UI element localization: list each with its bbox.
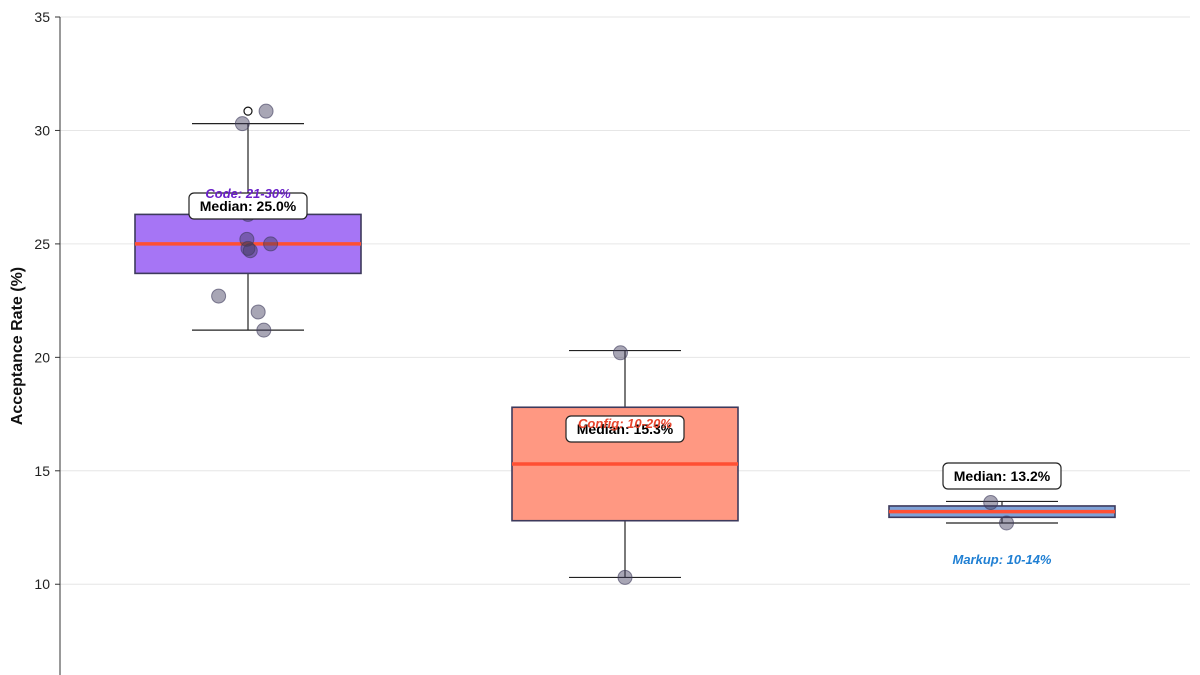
data-point — [612, 345, 628, 361]
data-point — [617, 569, 633, 585]
median-label: Median: 15.3% — [565, 415, 685, 443]
median-label-box — [942, 462, 1062, 490]
y-tick-label: 35 — [34, 9, 50, 25]
range-label: Code: 21-30% — [205, 186, 291, 201]
range-label: Markup: 10-14% — [953, 552, 1052, 567]
median-label-text: Median: 25.0% — [200, 198, 297, 214]
y-tick-label: 15 — [34, 463, 50, 479]
y-tick-label: 30 — [34, 122, 50, 138]
median-label-box — [188, 192, 308, 220]
median-label-text: Median: 13.2% — [954, 468, 1051, 484]
box-group — [134, 103, 362, 338]
median-label-text: Median: 15.3% — [577, 421, 674, 437]
data-point — [240, 240, 256, 256]
data-point — [258, 103, 274, 119]
data-point — [256, 322, 272, 338]
annotations: Median: 25.0%Code: 21-30% Median: 15.3%Co… — [188, 186, 1062, 567]
data-point — [999, 515, 1015, 531]
median-label: Median: 25.0% — [188, 192, 308, 220]
y-axis-title: Acceptance Rate (%) — [9, 267, 26, 425]
box-group — [888, 495, 1116, 531]
y-tick-label: 25 — [34, 236, 50, 252]
y-axis: 10 15 20 25 30 35 — [34, 9, 61, 675]
data-point — [263, 236, 279, 252]
data-point — [234, 116, 250, 132]
y-tick-label: 10 — [34, 576, 50, 592]
median-label: Median: 13.2% — [942, 462, 1062, 490]
data-point — [983, 495, 999, 511]
box-group — [511, 345, 739, 585]
range-label: Config: 10-20% — [578, 416, 672, 431]
data-point — [211, 288, 227, 304]
median-label-box — [565, 415, 685, 443]
data-point — [250, 304, 266, 320]
y-tick-label: 20 — [34, 349, 50, 365]
box-groups — [134, 103, 1116, 585]
outlier-point — [243, 106, 253, 116]
data-point — [242, 243, 258, 259]
